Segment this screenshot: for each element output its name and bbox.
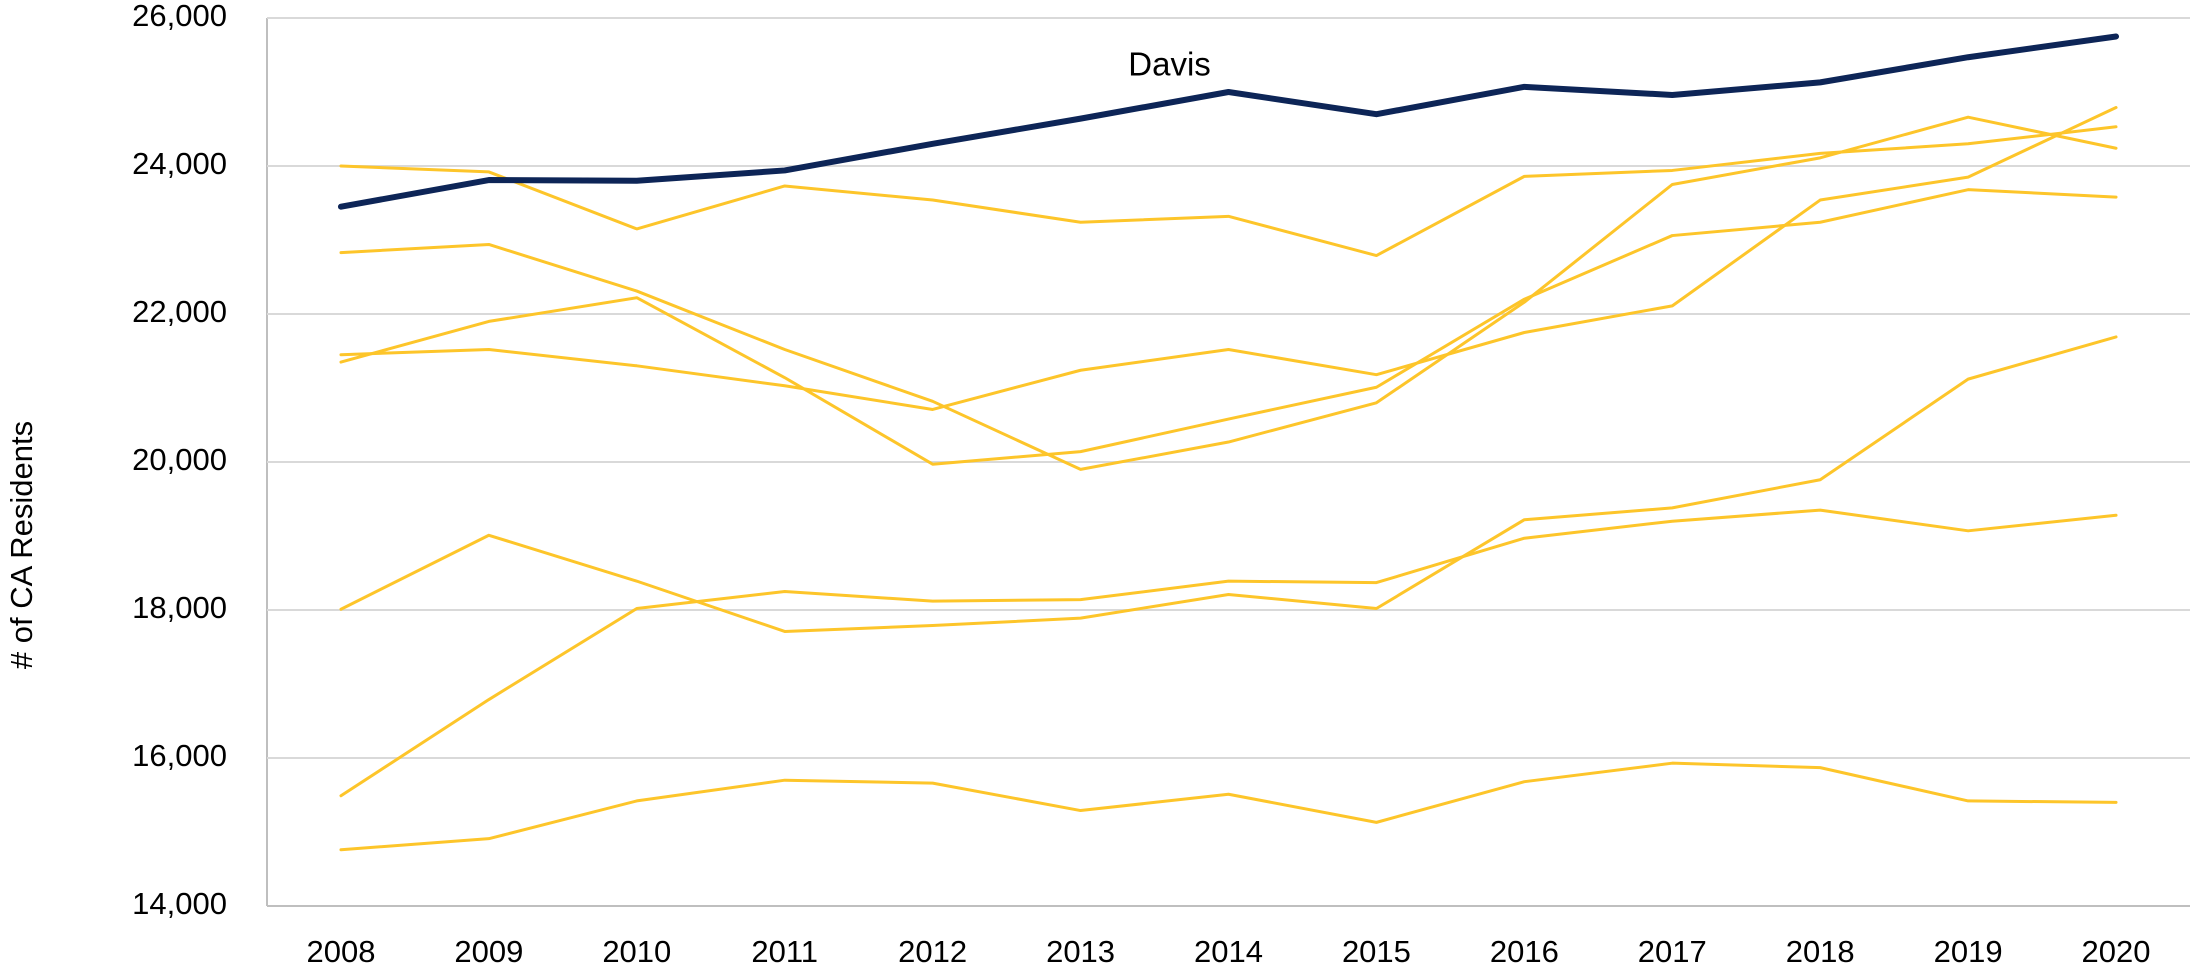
series-line bbox=[339, 115, 2118, 471]
x-tick-label: 2015 bbox=[1342, 934, 1411, 969]
series-line bbox=[339, 508, 2118, 798]
x-tick-label: 2019 bbox=[1934, 934, 2003, 969]
x-tick-label: 2010 bbox=[602, 934, 671, 969]
x-tick-label: 2020 bbox=[2082, 934, 2151, 969]
series-line bbox=[339, 106, 2118, 411]
series-line bbox=[339, 335, 2118, 633]
x-tick-label: 2014 bbox=[1194, 934, 1263, 969]
y-tick-label: 20,000 bbox=[132, 442, 227, 477]
y-tick-label: 22,000 bbox=[132, 294, 227, 329]
x-tick-label: 2013 bbox=[1046, 934, 1115, 969]
x-tick-label: 2012 bbox=[898, 934, 967, 969]
y-axis-label: # of CA Residents bbox=[4, 421, 39, 669]
y-tick-label: 18,000 bbox=[132, 590, 227, 625]
y-tick-label: 14,000 bbox=[132, 886, 227, 921]
highlight-line bbox=[337, 33, 2120, 210]
x-tick-label: 2017 bbox=[1638, 934, 1707, 969]
y-tick-label: 24,000 bbox=[132, 146, 227, 181]
series-line bbox=[339, 188, 2118, 466]
x-tick-label: 2018 bbox=[1786, 934, 1855, 969]
x-tick-label: 2011 bbox=[751, 934, 818, 969]
y-tick-label: 26,000 bbox=[132, 0, 227, 33]
x-tick-label: 2016 bbox=[1490, 934, 1559, 969]
series-line bbox=[339, 761, 2118, 852]
y-tick-label: 16,000 bbox=[132, 738, 227, 773]
x-tick-label: 2009 bbox=[454, 934, 523, 969]
series-annotation: Davis bbox=[1128, 46, 1211, 83]
series-line bbox=[339, 125, 2118, 258]
x-tick-label: 2008 bbox=[306, 934, 375, 969]
